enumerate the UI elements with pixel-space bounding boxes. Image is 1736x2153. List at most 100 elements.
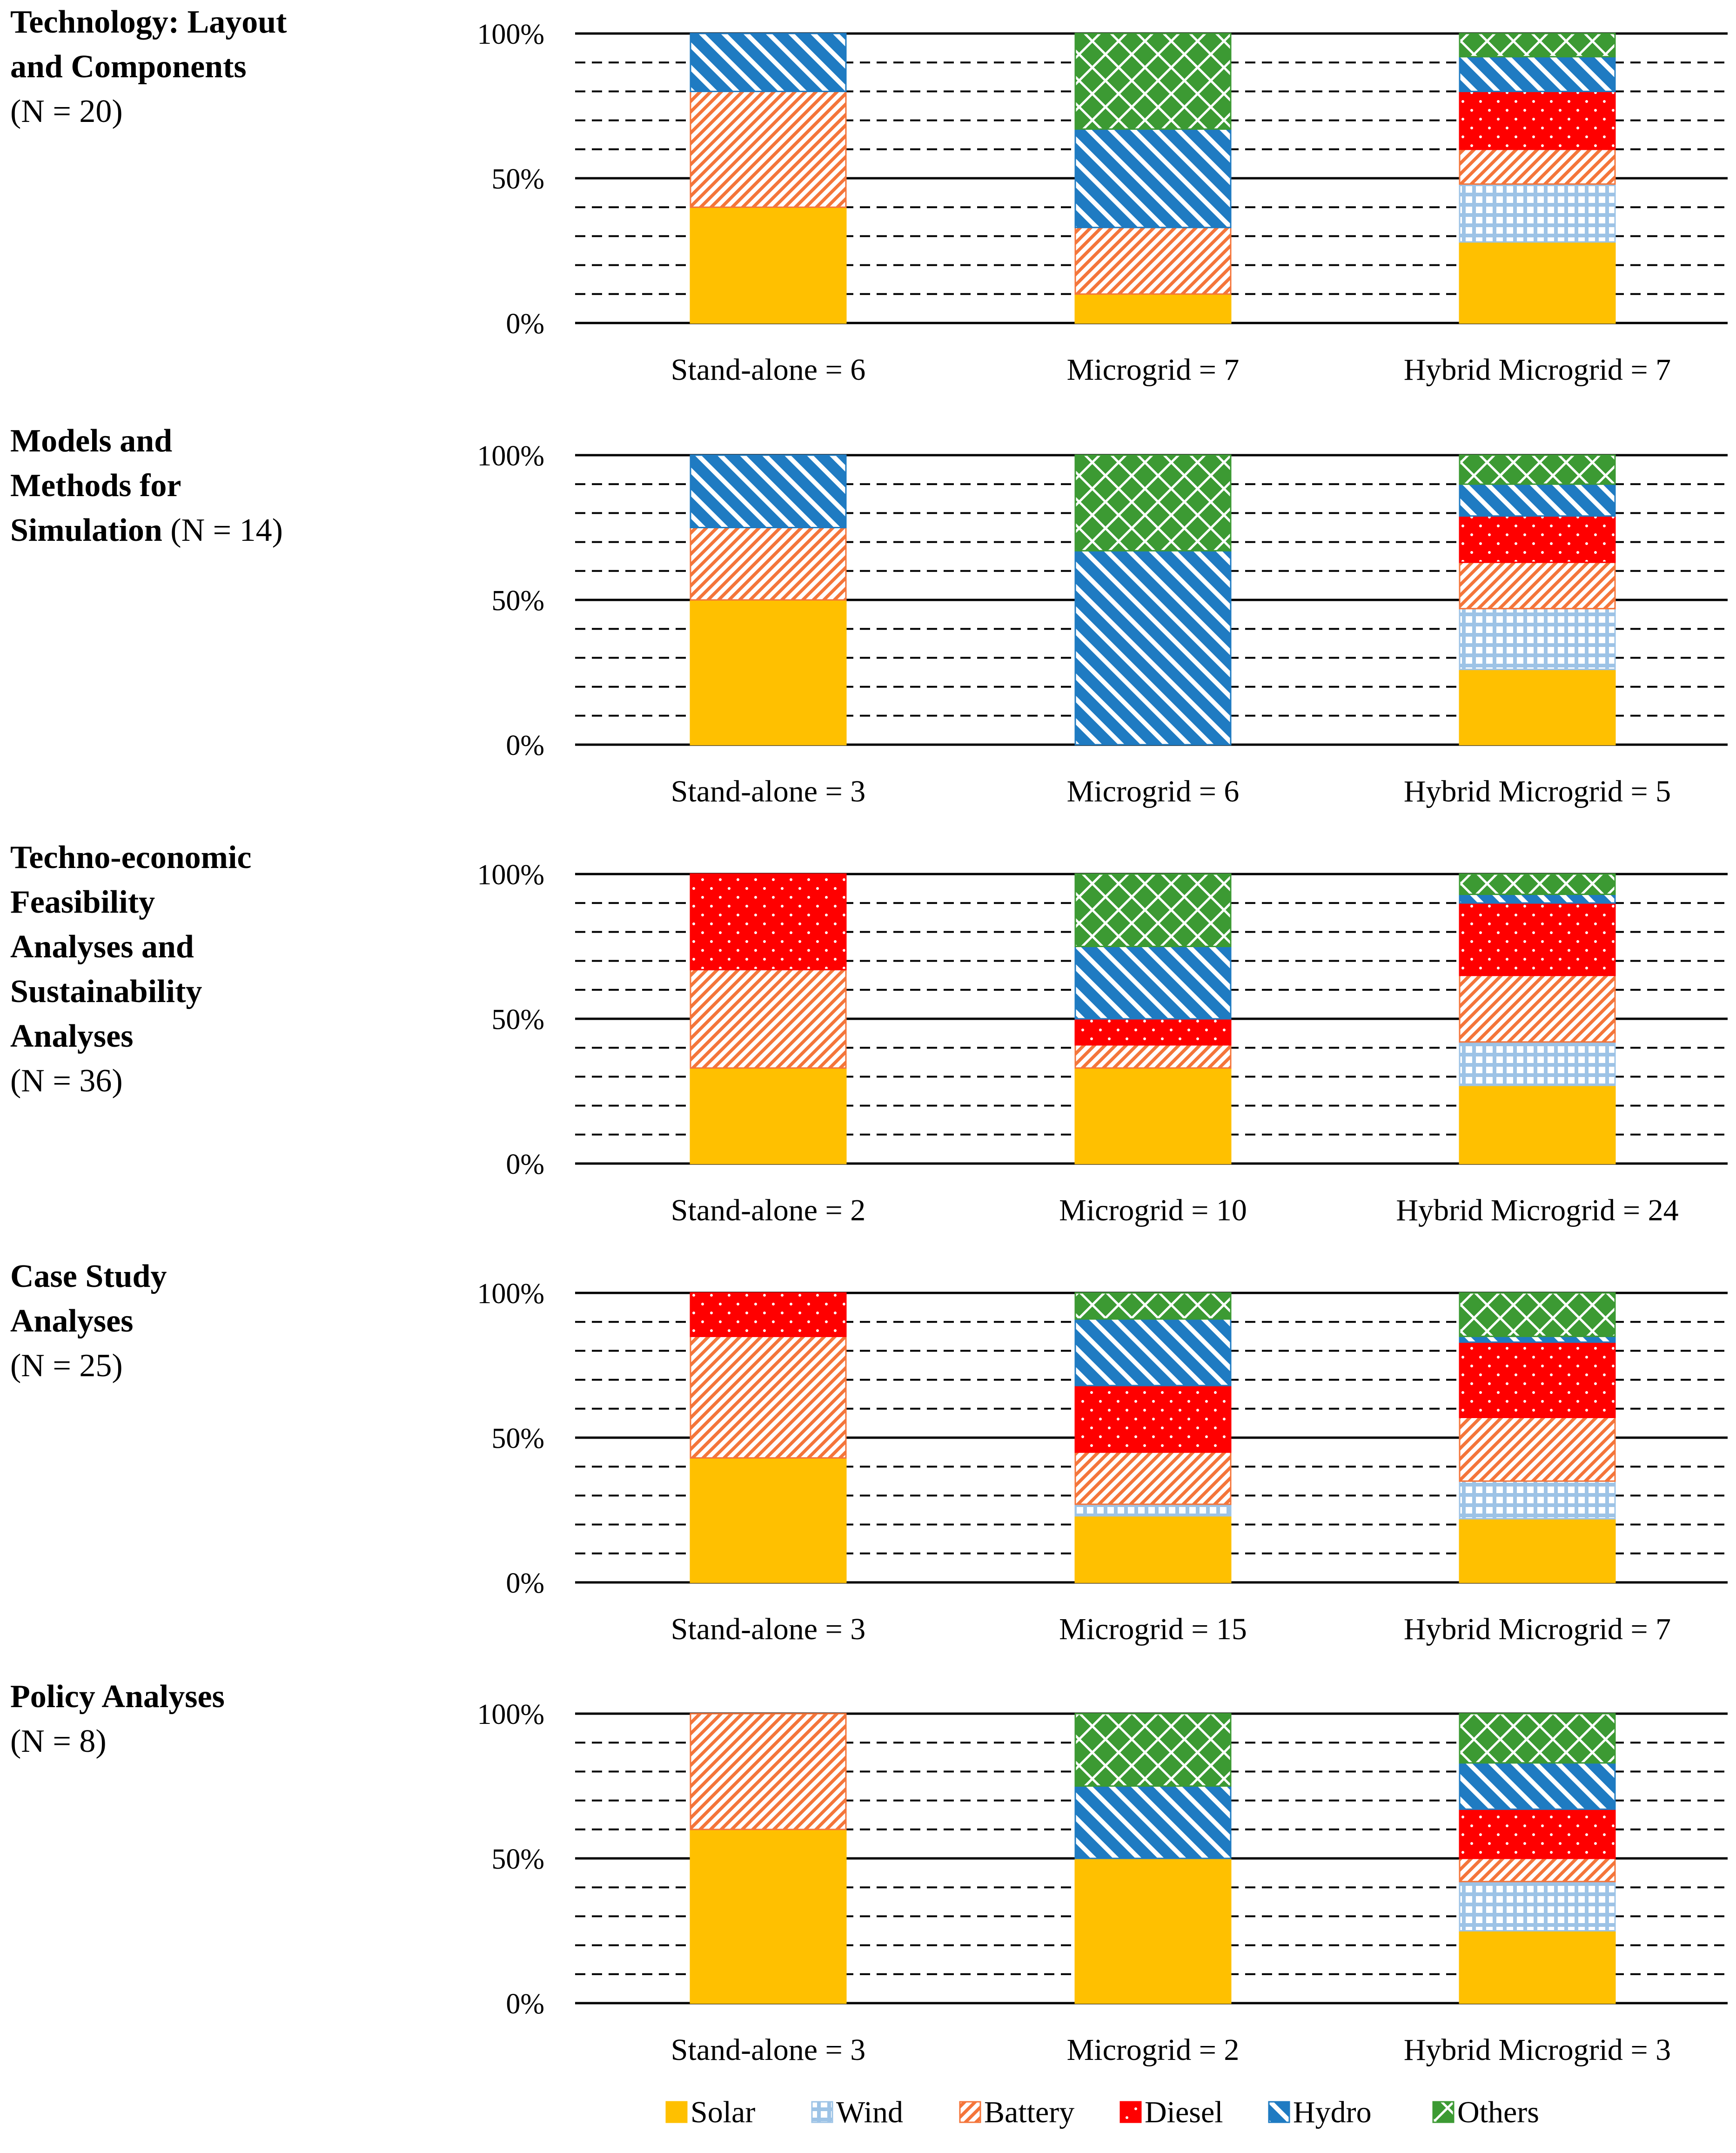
bar-segment-hydro: [1459, 1335, 1616, 1343]
legend-label: Hydro: [1293, 2095, 1372, 2129]
bar-segment-battery: [690, 1713, 847, 1830]
diagonal-hatch-swatch: [959, 2101, 981, 2123]
y-tick-label: 50%: [491, 1004, 544, 1036]
bar-segment-battery: [1459, 561, 1616, 610]
category-label: Hybrid Microgrid = 24: [1396, 1193, 1678, 1227]
category-label: Microgrid = 10: [1059, 1193, 1247, 1227]
category-label: Microgrid = 6: [1067, 774, 1240, 808]
bar-segment-others: [1074, 873, 1232, 947]
bar-segment-others: [1459, 1292, 1616, 1337]
bar-segment-solar: [1459, 668, 1616, 746]
y-tick-label: 50%: [491, 163, 544, 195]
bar-stack: [1074, 454, 1232, 746]
bar-segment-solar: [690, 1067, 847, 1164]
legend-item-hydro: Hydro: [1268, 2095, 1372, 2129]
bar-segment-battery: [690, 90, 847, 208]
category-label: Stand-alone = 6: [671, 353, 865, 387]
bar-segment-solar: [1074, 1067, 1232, 1164]
legend-label: Wind: [836, 2095, 903, 2129]
bar-stack: [690, 33, 847, 324]
bar-segment-diesel: [1459, 1808, 1616, 1859]
y-tick-label: 100%: [477, 19, 544, 50]
bar-segment-others: [1074, 33, 1232, 130]
bar-segment-wind: [1459, 183, 1616, 243]
bar-segment-battery: [1074, 227, 1232, 295]
category-label: Hybrid Microgrid = 7: [1404, 353, 1671, 387]
bar-segment-solar: [1074, 1515, 1232, 1583]
bar-stack: [1459, 1713, 1616, 2004]
bar-segment-solar: [1459, 1930, 1616, 2004]
wide-diagonal-swatch: [1268, 2101, 1290, 2123]
legend-label: Battery: [984, 2095, 1074, 2129]
panel-title-line: Techno-economic: [10, 840, 252, 875]
bar-segment-hydro: [1459, 56, 1616, 92]
y-tick-label: 0%: [506, 1988, 544, 2020]
panel-sample-size: (N = 8): [10, 1723, 107, 1759]
bar-stack: [1459, 1292, 1616, 1583]
bar-segment-diesel: [1459, 902, 1616, 976]
solid-swatch: [665, 2101, 688, 2123]
chart-panel-1: 0% 50% 100% Stand-alone = 6 Microgrid = 7 Hyb…: [477, 19, 1728, 387]
y-tick-label: 100%: [477, 1278, 544, 1310]
bar-stack: [690, 1292, 847, 1583]
bar-segment-hydro: [1074, 1318, 1232, 1386]
category-label: Hybrid Microgrid = 5: [1404, 774, 1671, 808]
bar-stack: [1074, 1713, 1232, 2004]
bar-segment-battery: [1459, 1857, 1616, 1883]
bar-stack: [1074, 873, 1232, 1164]
bar-segment-hydro: [1459, 483, 1616, 517]
legend-label: Others: [1457, 2095, 1539, 2129]
chart-panel-5: 0% 50% 100% Stand-alone = 3 Microgrid = 2 Hyb…: [477, 1699, 1728, 2067]
bar-segment-solar: [1074, 1857, 1232, 2004]
category-label: Stand-alone = 3: [671, 774, 865, 808]
y-tick-label: 50%: [491, 1844, 544, 1875]
y-tick-label: 50%: [491, 585, 544, 617]
bar-segment-others: [1459, 1713, 1616, 1764]
bar-segment-hydro: [1074, 128, 1232, 229]
bar-segment-others: [1074, 454, 1232, 552]
panel-title-line: Analyses: [10, 1303, 134, 1339]
bar-segment-solar: [690, 206, 847, 324]
bar-segment-solar: [690, 1829, 847, 2004]
panel-title-line: Feasibility: [10, 884, 155, 920]
bar-segment-diesel: [1459, 515, 1616, 563]
bar-stack: [690, 454, 847, 746]
bar-segment-solar: [1459, 1084, 1616, 1164]
panel-title-line: Analyses: [10, 1018, 134, 1054]
grid-hatch-swatch: [811, 2101, 833, 2123]
panel-title-line: Methods for: [10, 468, 181, 504]
panel-title-5: Policy Analyses (N = 8): [10, 1675, 429, 1764]
dotted-swatch: [1119, 2101, 1142, 2123]
category-label: Stand-alone = 3: [671, 1612, 865, 1646]
bar-stack: [1459, 454, 1616, 746]
bar-segment-battery: [690, 527, 847, 601]
y-tick-label: 100%: [477, 1699, 544, 1730]
bar-segment-hydro: [1074, 550, 1232, 746]
bar-segment-others: [1074, 1713, 1232, 1787]
bar-segment-diesel: [690, 873, 847, 970]
y-tick-label: 0%: [506, 1149, 544, 1180]
panel-title-1: Technology: Layout and Components (N = 20): [10, 0, 429, 134]
bar-stack: [690, 1713, 847, 2004]
bar-stack: [1459, 33, 1616, 324]
bar-segment-others: [1074, 1292, 1232, 1320]
bar-stack: [1459, 873, 1616, 1164]
bar-segment-wind: [1459, 1480, 1616, 1520]
bar-segment-battery: [690, 969, 847, 1069]
category-label: Stand-alone = 2: [671, 1193, 865, 1227]
bar-segment-solar: [1459, 241, 1616, 324]
bar-segment-solar: [690, 1457, 847, 1583]
bar-segment-wind: [1459, 1881, 1616, 1932]
bar-segment-hydro: [1074, 1785, 1232, 1859]
bar-segment-solar: [1459, 1518, 1616, 1583]
y-tick-label: 0%: [506, 730, 544, 761]
panel-title-line: Case Study: [10, 1258, 167, 1294]
bar-segment-battery: [1459, 975, 1616, 1043]
chart-panel-4: 0% 50% 100% Stand-alone = 3 Microgrid = 15 Hy…: [477, 1278, 1728, 1646]
legend-item-diesel: Diesel: [1119, 2095, 1223, 2129]
category-label: Hybrid Microgrid = 7: [1404, 1612, 1671, 1646]
category-label: Stand-alone = 3: [671, 2033, 865, 2067]
bar-segment-hydro: [1074, 946, 1232, 1020]
category-label: Hybrid Microgrid = 3: [1404, 2033, 1671, 2067]
